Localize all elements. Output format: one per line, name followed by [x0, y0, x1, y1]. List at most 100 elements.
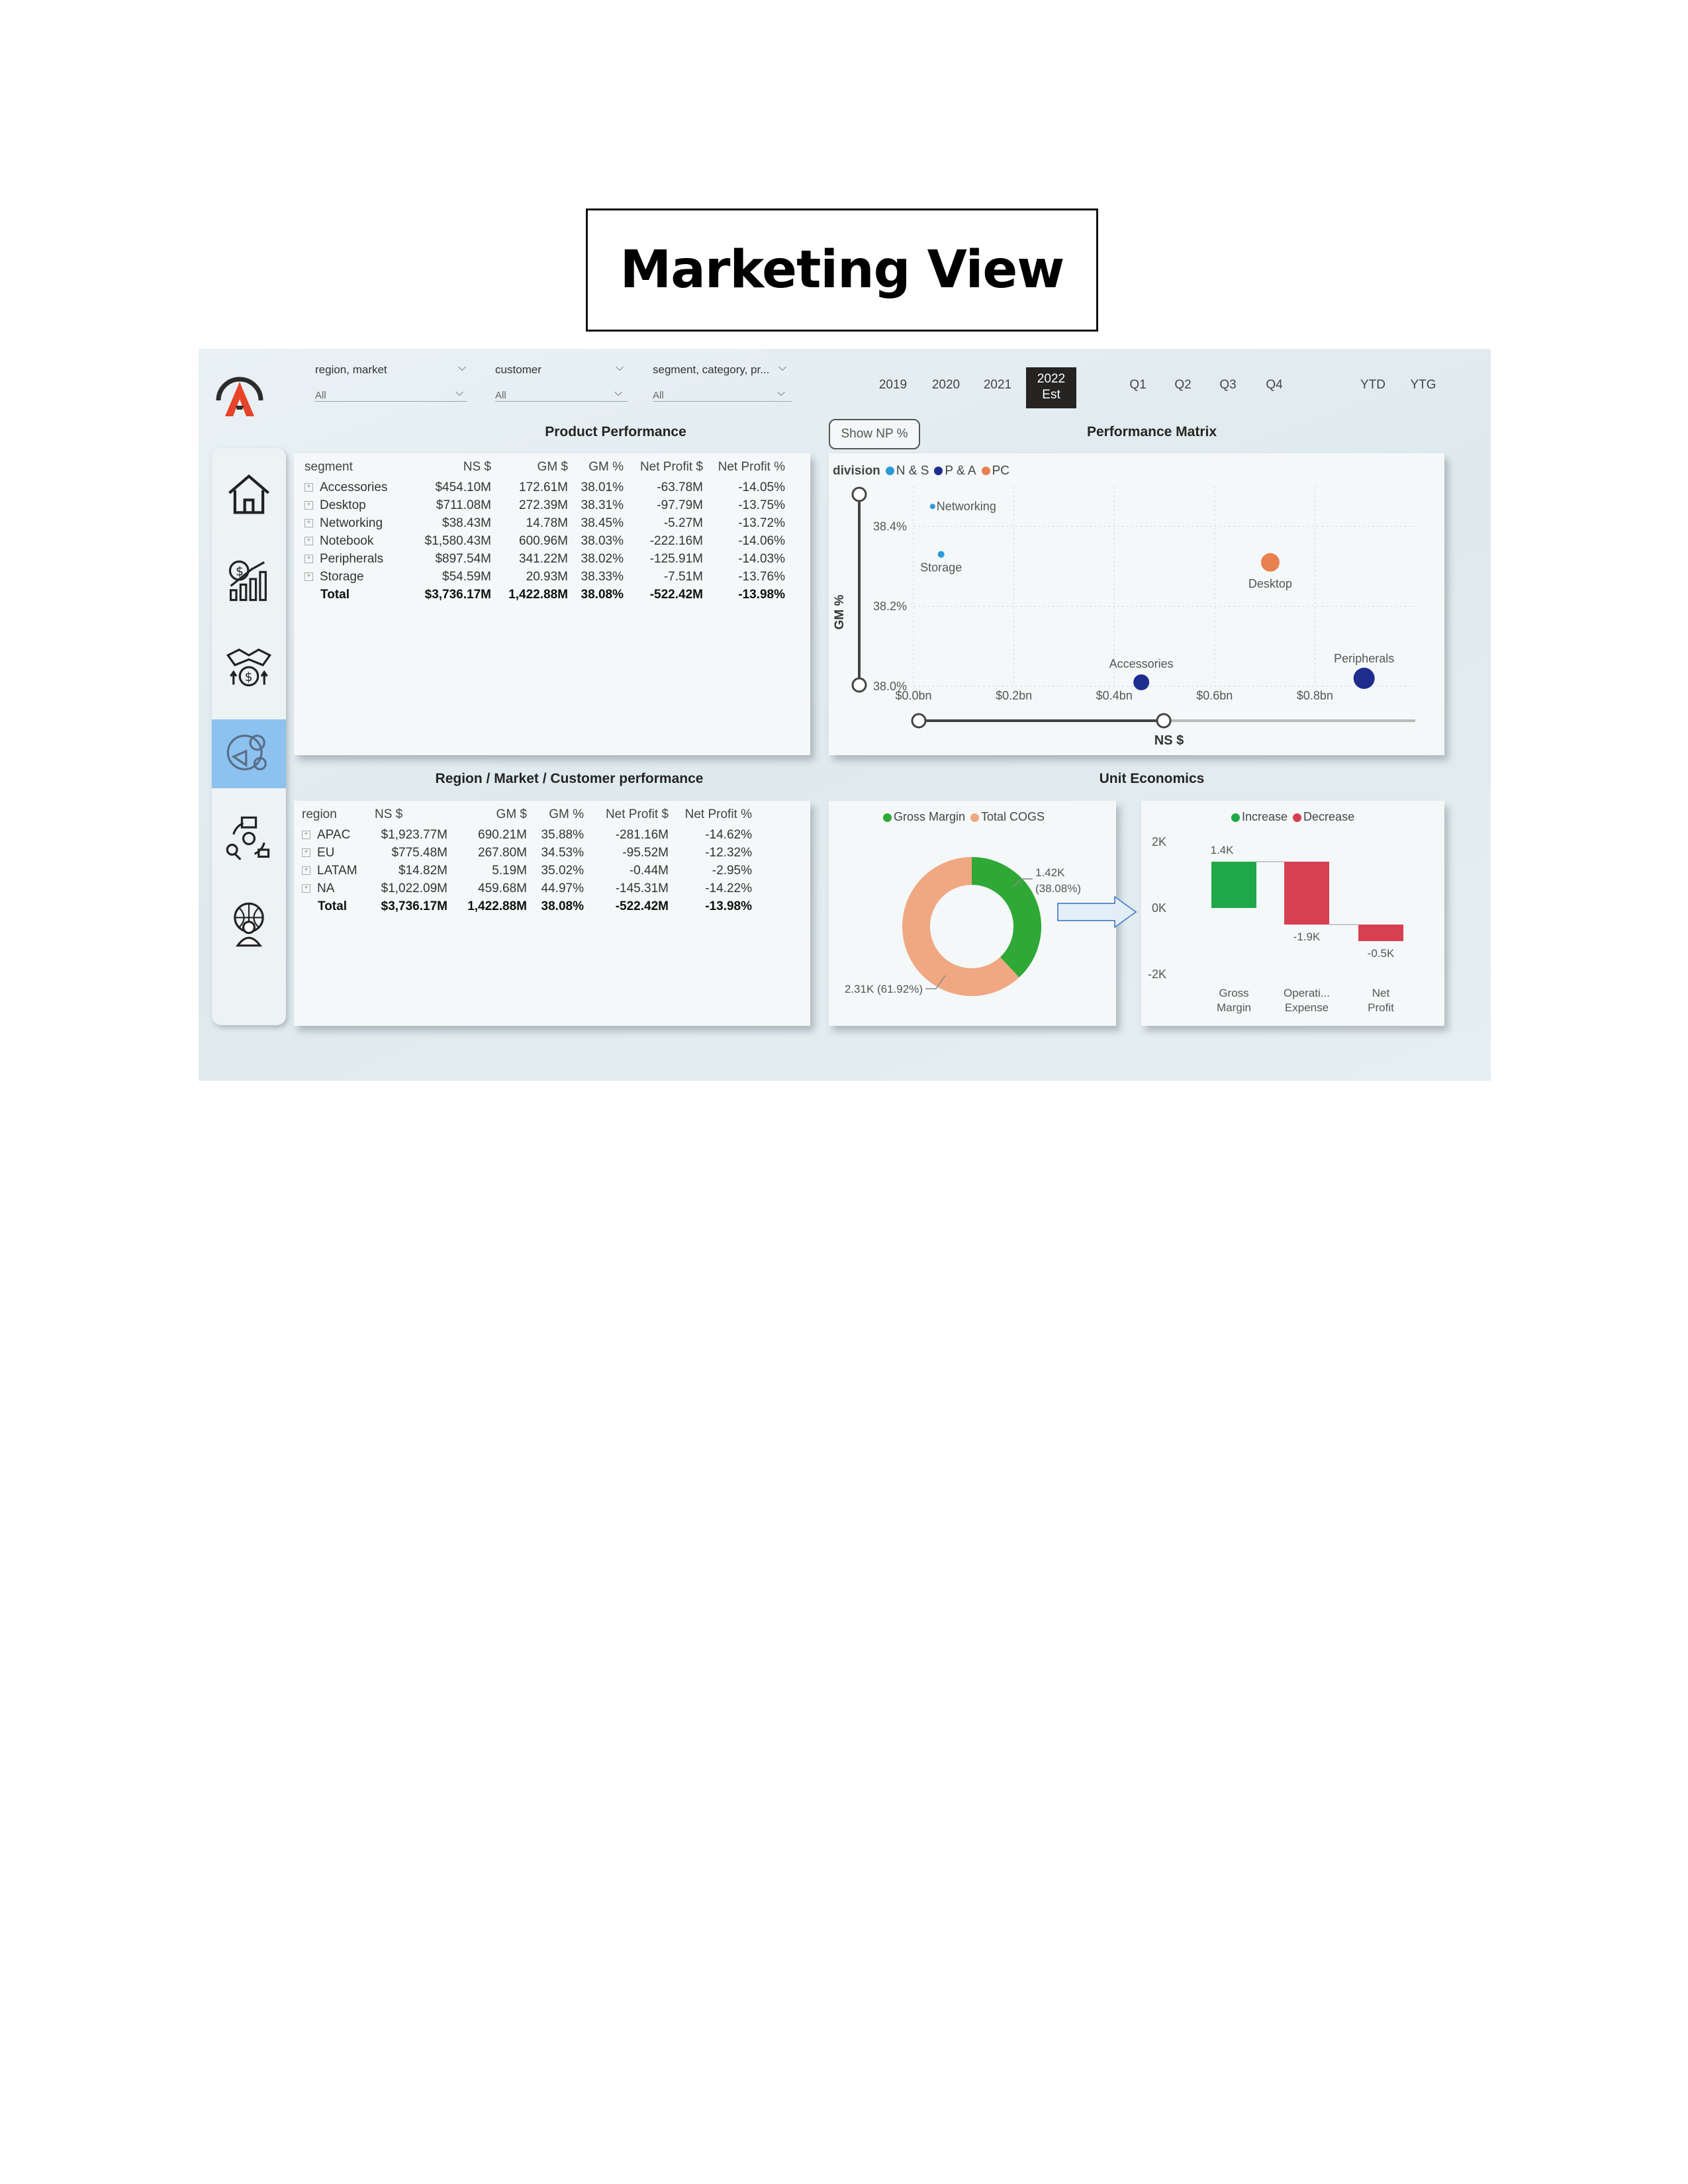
y-tick-label: 38.2%: [873, 600, 907, 613]
table-cell: 172.61M: [519, 480, 568, 494]
y-axis-label: GM %: [833, 595, 847, 630]
table-row[interactable]: + Accessories $454.10M 172.61M 38.01% -63.78M…: [305, 478, 785, 496]
table-row[interactable]: + Desktop $711.08M 272.39M 38.31% -97.79M -13.…: [305, 496, 785, 514]
year-2019-button[interactable]: 2019: [878, 378, 908, 392]
column-header[interactable]: GM $: [496, 807, 527, 821]
data-label: -0.5K: [1368, 947, 1395, 960]
table-total-row: Total $3,736.17M 1,422.88M 38.08% -522.42M -1…: [305, 586, 785, 604]
table-cell: -14.05%: [738, 480, 785, 494]
point-label: Storage: [920, 561, 962, 574]
ytd-button[interactable]: YTD: [1360, 378, 1385, 392]
nav-item-4[interactable]: [212, 719, 286, 788]
legend-item: Total COGS: [981, 810, 1045, 823]
column-header[interactable]: GM %: [549, 807, 584, 821]
table-row[interactable]: + Storage $54.59M 20.93M 38.33% -7.51M -13.76%: [305, 568, 785, 586]
show-np-button[interactable]: Show NP %: [829, 419, 920, 449]
table-row[interactable]: + Networking $38.43M 14.78M 38.45% -5.27M -13.…: [305, 514, 785, 532]
table-cell: 272.39M: [519, 498, 568, 512]
table-cell: -14.03%: [738, 551, 785, 566]
column-header[interactable]: Net Profit %: [718, 460, 785, 474]
expand-icon[interactable]: +: [302, 884, 310, 893]
expand-icon[interactable]: +: [305, 554, 313, 563]
column-header[interactable]: NS $: [375, 807, 403, 821]
slider-handle: [851, 677, 867, 693]
ytg-button[interactable]: YTG: [1410, 378, 1436, 392]
chevron-down-icon[interactable]: ⌵: [614, 387, 623, 398]
table-cell: $14.82M: [399, 863, 447, 878]
expand-icon[interactable]: +: [305, 518, 313, 527]
column-header[interactable]: segment: [305, 460, 353, 474]
year-2022-sub: Est: [1042, 388, 1060, 402]
nav-item-6[interactable]: [212, 891, 286, 960]
table-row[interactable]: + EU $775.48M 267.80M 34.53% -95.52M -12.32%: [302, 844, 752, 862]
column-header[interactable]: Net Profit $: [605, 807, 669, 821]
nav-item-2[interactable]: $: [212, 547, 286, 616]
nav-item-5[interactable]: [212, 805, 286, 874]
table-cell: $38.43M: [442, 516, 491, 530]
page-title-box: Marketing View: [586, 208, 1098, 332]
quarter-q4-button[interactable]: Q4: [1266, 378, 1283, 392]
column-header[interactable]: NS $: [463, 460, 491, 474]
row-label-cell: Total: [302, 897, 375, 915]
table-cell: -7.51M: [663, 569, 703, 584]
table-row[interactable]: + Peripherals $897.54M 341.22M 38.02% -125.91…: [305, 550, 785, 568]
expand-icon[interactable]: +: [302, 866, 310, 875]
column-header[interactable]: region: [302, 807, 337, 821]
chevron-down-icon[interactable]: ⌵: [458, 362, 467, 373]
quarter-q1-button[interactable]: Q1: [1129, 378, 1147, 392]
filter-region-value[interactable]: All: [315, 390, 467, 402]
legend-swatch: [1231, 813, 1240, 822]
table-cell: 1,422.88M: [508, 587, 568, 602]
slider-handle: [851, 486, 867, 502]
expand-icon[interactable]: +: [302, 830, 310, 839]
chevron-down-icon[interactable]: ⌵: [777, 387, 786, 398]
table-cell: -0.44M: [629, 863, 669, 878]
year-2021-button[interactable]: 2021: [983, 378, 1012, 392]
year-2022-button[interactable]: 2022 Est: [1026, 367, 1076, 408]
filter-segment-value[interactable]: All: [653, 390, 792, 402]
table-total-row: Total $3,736.17M 1,422.88M 38.08% -522.42M -1…: [302, 897, 752, 915]
column-header[interactable]: GM %: [588, 460, 624, 474]
row-label: Peripherals: [320, 551, 384, 566]
column-header[interactable]: GM $: [537, 460, 568, 474]
legend-title: division: [833, 464, 880, 478]
legend-swatch: [934, 467, 943, 476]
filter-region-label: region, market: [315, 363, 387, 376]
expand-icon[interactable]: +: [302, 848, 310, 857]
table-cell: $1,022.09M: [381, 881, 447, 895]
table-cell: -222.16M: [649, 533, 703, 548]
chevron-down-icon[interactable]: ⌵: [616, 362, 624, 373]
row-label: NA: [317, 881, 335, 895]
quarter-q3-button[interactable]: Q3: [1219, 378, 1237, 392]
expand-icon[interactable]: +: [305, 536, 313, 545]
quarter-q2-button[interactable]: Q2: [1174, 378, 1192, 392]
filter-customer-value[interactable]: All: [495, 390, 628, 402]
nav-item-3[interactable]: $: [212, 633, 286, 702]
page-title: Marketing View: [620, 240, 1065, 300]
column-header[interactable]: Net Profit %: [684, 807, 752, 821]
donut-slice: [902, 857, 1019, 996]
row-label: Networking: [320, 516, 383, 530]
chevron-down-icon[interactable]: ⌵: [455, 387, 464, 398]
table-row[interactable]: + LATAM $14.82M 5.19M 35.02% -0.44M -2.95%: [302, 862, 752, 880]
expand-icon[interactable]: +: [305, 572, 313, 581]
table-cell: 38.08%: [541, 899, 584, 913]
table-row[interactable]: + NA $1,022.09M 459.68M 44.97% -145.31M -14.22…: [302, 880, 752, 897]
y-tick-label: 38.4%: [873, 520, 907, 533]
chevron-down-icon[interactable]: ⌵: [778, 362, 787, 373]
slider-handle: [1156, 713, 1172, 729]
table-cell: 341.22M: [519, 551, 568, 566]
svg-text:$: $: [236, 564, 244, 578]
row-label-cell: + NA: [302, 880, 375, 897]
region-performance-table: region NS $ GM $ GM % Net Profit $ Net P…: [302, 803, 752, 915]
year-2020-button[interactable]: 2020: [931, 378, 961, 392]
table-cell: -13.72%: [738, 516, 785, 530]
table-row[interactable]: + APAC $1,923.77M 690.21M 35.88% -281.16M -14.…: [302, 826, 752, 844]
row-label-cell: + EU: [302, 844, 375, 862]
x-tick-label: Profit: [1368, 1001, 1394, 1014]
column-header[interactable]: Net Profit $: [639, 460, 703, 474]
table-row[interactable]: + Notebook $1,580.43M 600.96M 38.03% -222.16M…: [305, 532, 785, 550]
expand-icon[interactable]: +: [305, 500, 313, 510]
nav-item-1[interactable]: [212, 461, 286, 530]
expand-icon[interactable]: +: [305, 482, 313, 492]
